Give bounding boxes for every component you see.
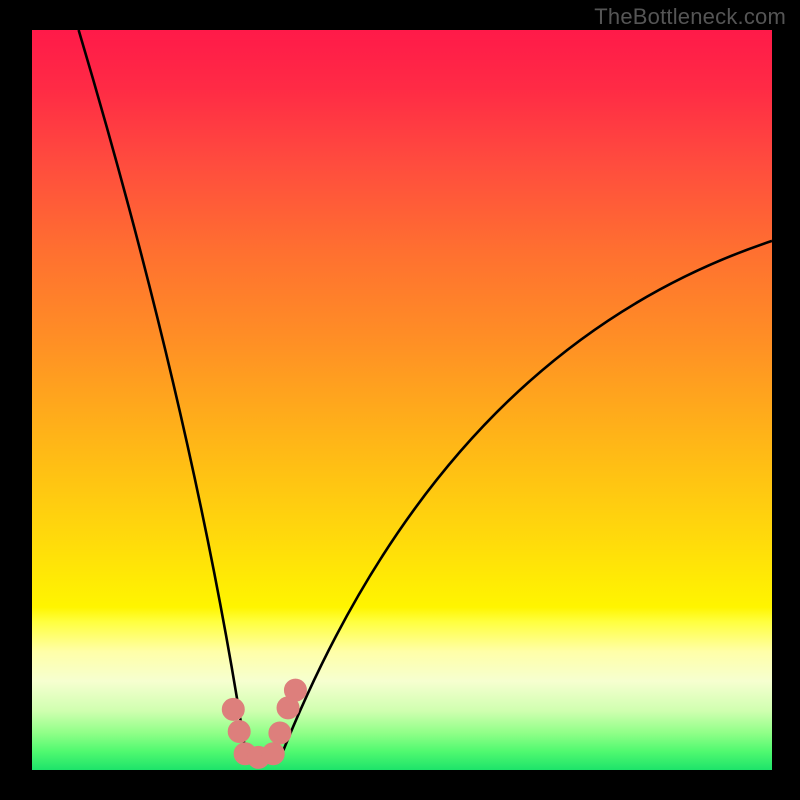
gradient-background (32, 30, 772, 770)
chart-plot-area (32, 30, 772, 770)
marker-dot (269, 722, 291, 744)
watermark-text: TheBottleneck.com (594, 4, 786, 30)
marker-dot (222, 698, 244, 720)
marker-dot (262, 743, 284, 765)
marker-dot (228, 721, 250, 743)
marker-dot (284, 679, 306, 701)
chart-svg (32, 30, 772, 770)
